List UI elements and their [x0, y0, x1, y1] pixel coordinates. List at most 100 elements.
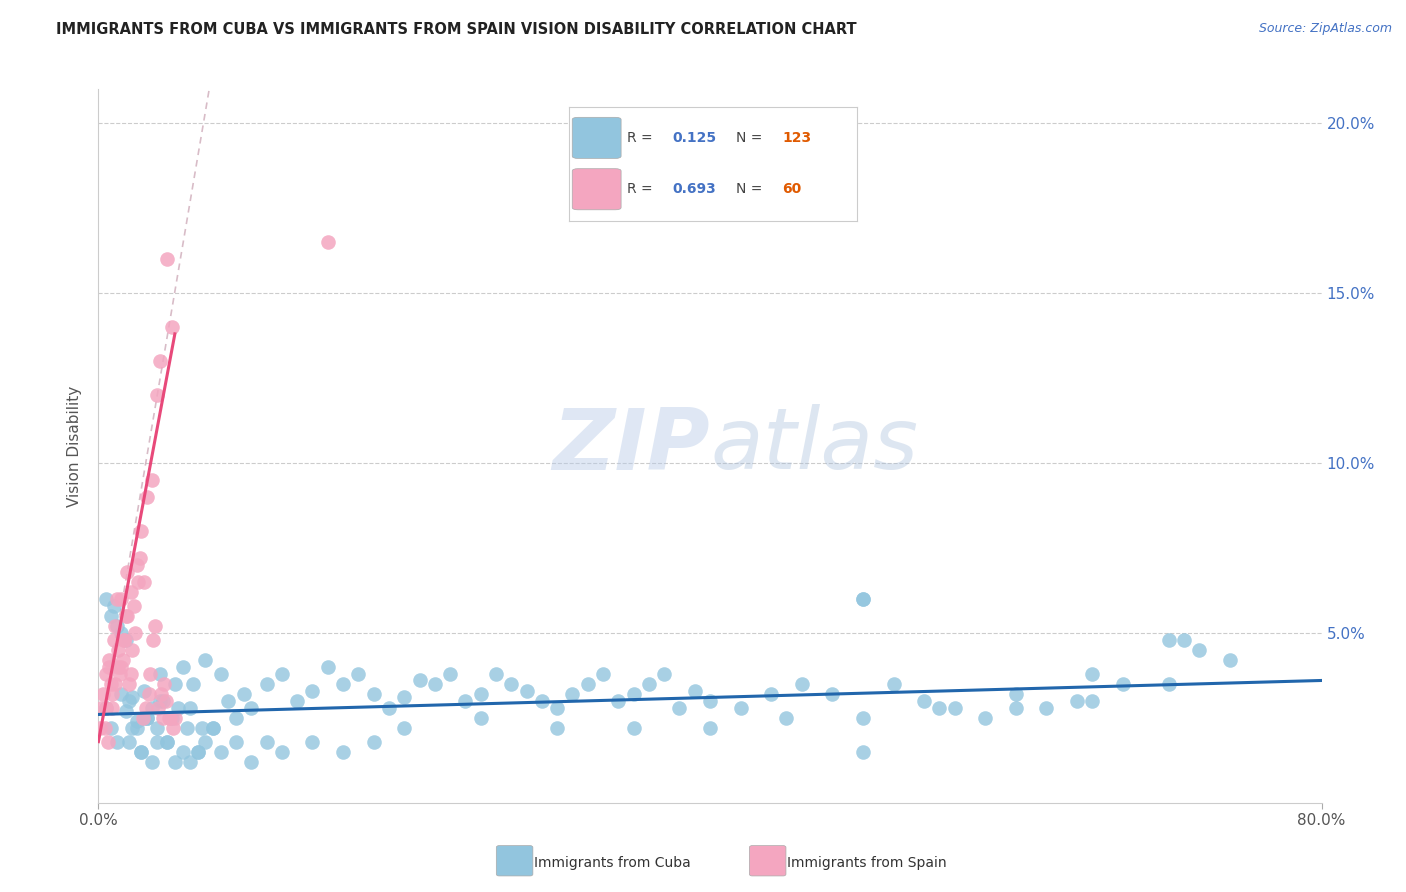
- Text: IMMIGRANTS FROM CUBA VS IMMIGRANTS FROM SPAIN VISION DISABILITY CORRELATION CHAR: IMMIGRANTS FROM CUBA VS IMMIGRANTS FROM …: [56, 22, 856, 37]
- Point: [301, 734, 323, 748]
- Point: [110, 626, 132, 640]
- Point: [1081, 694, 1104, 708]
- Point: [217, 694, 239, 708]
- Point: [423, 677, 446, 691]
- Text: Immigrants from Cuba: Immigrants from Cuba: [534, 855, 690, 870]
- Point: [470, 687, 492, 701]
- Point: [100, 721, 122, 735]
- Point: [637, 677, 661, 691]
- Point: [145, 734, 167, 748]
- Point: [98, 653, 121, 667]
- Point: [125, 558, 148, 572]
- Point: [149, 666, 172, 681]
- Point: [1081, 666, 1104, 681]
- Point: [392, 690, 416, 705]
- Point: [127, 574, 149, 589]
- Point: [270, 666, 292, 681]
- Point: [121, 690, 143, 705]
- Point: [110, 687, 132, 701]
- Point: [118, 734, 141, 748]
- Point: [332, 677, 354, 691]
- Point: [134, 574, 156, 589]
- Point: [142, 632, 165, 647]
- Point: [501, 677, 523, 691]
- Point: [546, 721, 568, 735]
- Point: [104, 619, 127, 633]
- Point: [103, 599, 125, 613]
- Point: [153, 677, 176, 691]
- Point: [179, 755, 201, 769]
- Point: [118, 694, 141, 708]
- Point: [225, 711, 247, 725]
- Point: [699, 721, 721, 735]
- Point: [122, 599, 145, 613]
- Point: [470, 711, 492, 725]
- Point: [156, 734, 179, 748]
- Point: [194, 734, 217, 748]
- Point: [730, 700, 752, 714]
- Point: [105, 619, 128, 633]
- Point: [1157, 632, 1180, 647]
- Point: [485, 666, 508, 681]
- Point: [439, 666, 461, 681]
- Point: [775, 711, 797, 725]
- Text: atlas: atlas: [710, 404, 918, 488]
- Point: [516, 683, 538, 698]
- Point: [256, 677, 278, 691]
- Point: [179, 700, 201, 714]
- Y-axis label: Vision Disability: Vision Disability: [67, 385, 83, 507]
- Point: [928, 700, 950, 714]
- Point: [107, 660, 129, 674]
- Point: [90, 700, 112, 714]
- Point: [187, 745, 209, 759]
- Point: [145, 388, 167, 402]
- Point: [94, 700, 117, 714]
- Point: [163, 677, 186, 691]
- Point: [191, 721, 214, 735]
- Point: [129, 745, 152, 759]
- Point: [134, 683, 156, 698]
- Point: [240, 700, 263, 714]
- Point: [623, 721, 645, 735]
- Point: [136, 711, 159, 725]
- Point: [1035, 700, 1057, 714]
- Point: [121, 721, 143, 735]
- Point: [156, 734, 179, 748]
- Point: [561, 687, 583, 701]
- Point: [120, 585, 142, 599]
- Point: [112, 632, 135, 647]
- Point: [110, 591, 132, 606]
- Point: [883, 677, 905, 691]
- Point: [256, 734, 278, 748]
- Point: [159, 711, 181, 725]
- Point: [110, 660, 132, 674]
- Point: [852, 591, 875, 606]
- Point: [225, 734, 247, 748]
- Point: [129, 524, 152, 538]
- Point: [108, 666, 131, 681]
- Point: [1173, 632, 1195, 647]
- Point: [668, 700, 690, 714]
- Point: [152, 711, 174, 725]
- Point: [100, 677, 122, 691]
- Point: [852, 711, 875, 725]
- Point: [128, 551, 150, 566]
- Point: [209, 666, 232, 681]
- Point: [135, 700, 157, 714]
- Point: [124, 626, 146, 640]
- Point: [607, 694, 630, 708]
- Point: [91, 687, 114, 701]
- Point: [100, 608, 122, 623]
- Point: [576, 677, 599, 691]
- Text: Immigrants from Spain: Immigrants from Spain: [787, 855, 948, 870]
- Point: [821, 687, 844, 701]
- Point: [115, 704, 138, 718]
- Point: [378, 700, 401, 714]
- Point: [125, 721, 148, 735]
- Point: [120, 666, 142, 681]
- Point: [117, 565, 139, 579]
- Point: [408, 673, 430, 688]
- Point: [285, 694, 308, 708]
- Point: [172, 660, 194, 674]
- Point: [107, 643, 129, 657]
